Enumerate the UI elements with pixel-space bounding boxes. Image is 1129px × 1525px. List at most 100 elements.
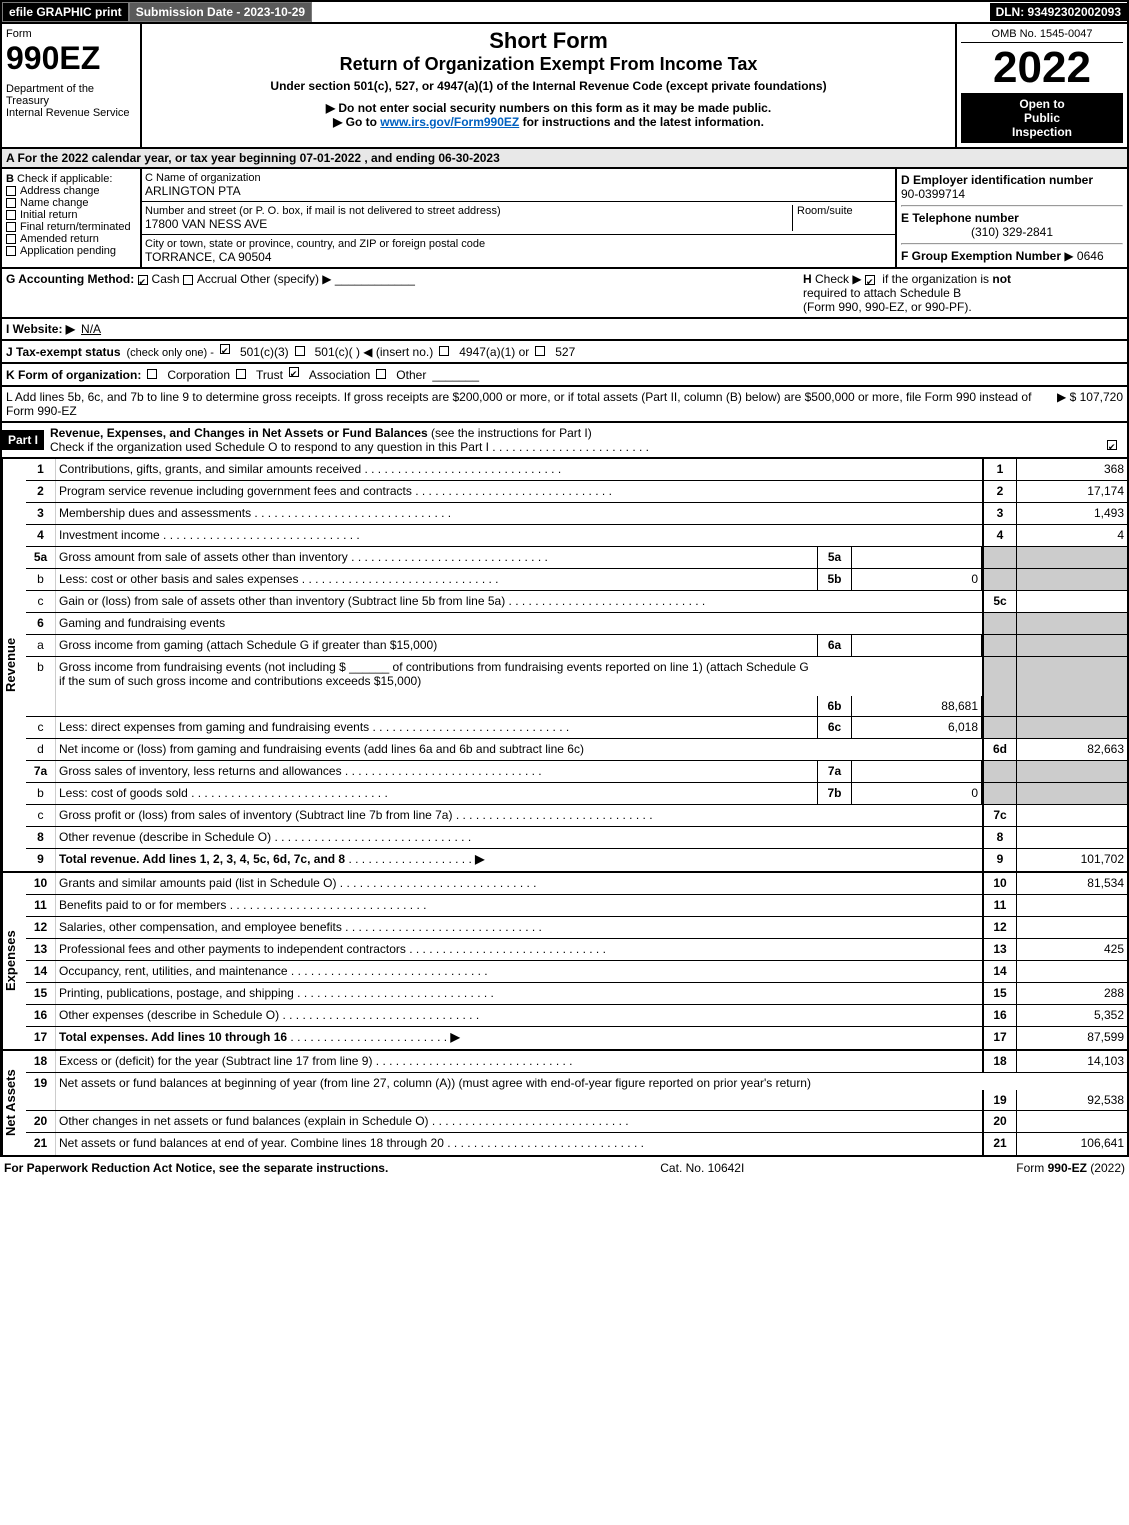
inspection-box: Open to Public Inspection: [961, 93, 1123, 143]
checkbox-cash[interactable]: [138, 275, 148, 285]
line-8-num: 8: [26, 827, 56, 848]
checkbox-4947[interactable]: [439, 346, 449, 356]
part1-title: Revenue, Expenses, and Changes in Net As…: [50, 426, 428, 440]
checkbox-initial-return[interactable]: [6, 210, 16, 220]
line-21-value: 106,641: [1017, 1133, 1127, 1155]
row-g-h: G Accounting Method: Cash Accrual Other …: [0, 269, 1129, 319]
line-6d: dNet income or (loss) from gaming and fu…: [26, 739, 1127, 761]
line-6c-midval: 6,018: [852, 717, 982, 738]
checkbox-address-change[interactable]: [6, 186, 16, 196]
line-9-d: Total revenue. Add lines 1, 2, 3, 4, 5c,…: [59, 852, 345, 866]
line-16-desc: Other expenses (describe in Schedule O): [56, 1005, 982, 1026]
note-2: ▶ Go to www.irs.gov/Form990EZ for instru…: [146, 115, 951, 129]
line-10: 10Grants and similar amounts paid (list …: [26, 873, 1127, 895]
line-9-outnum: 9: [982, 849, 1017, 871]
street-label: Number and street (or P. O. box, if mail…: [145, 205, 792, 217]
line-18-desc: Excess or (deficit) for the year (Subtra…: [56, 1051, 982, 1072]
checkbox-final-return[interactable]: [6, 222, 16, 232]
line-5a-desc: Gross amount from sale of assets other t…: [56, 547, 817, 568]
checkbox-corporation[interactable]: [147, 369, 157, 379]
other-org-label: Other: [396, 368, 426, 382]
j-small: (check only one) -: [127, 347, 214, 359]
submission-date-button[interactable]: Submission Date - 2023-10-29: [129, 2, 312, 22]
line-7c: cGross profit or (loss) from sales of in…: [26, 805, 1127, 827]
line-1-num: 1: [26, 459, 56, 480]
line-7a: 7aGross sales of inventory, less returns…: [26, 761, 1127, 783]
form-number: 990EZ: [6, 40, 136, 77]
line-5b-desc: Less: cost or other basis and sales expe…: [56, 569, 817, 590]
checkbox-h[interactable]: [865, 275, 875, 285]
line-12-desc: Salaries, other compensation, and employ…: [56, 917, 982, 938]
line-7c-value: [1017, 805, 1127, 826]
line-6a: aGross income from gaming (attach Schedu…: [26, 635, 1127, 657]
b-label: B: [6, 173, 14, 185]
line-2-num: 2: [26, 481, 56, 502]
checkbox-527[interactable]: [535, 346, 545, 356]
checkbox-trust[interactable]: [236, 369, 246, 379]
city-value: TORRANCE, CA 90504: [145, 250, 892, 264]
info-grid: B Check if applicable: Address change Na…: [0, 169, 1129, 269]
line-15: 15Printing, publications, postage, and s…: [26, 983, 1127, 1005]
line-16-outnum: 16: [982, 1005, 1017, 1026]
line-20-desc: Other changes in net assets or fund bala…: [56, 1111, 982, 1132]
line-17-value: 87,599: [1017, 1027, 1127, 1049]
omb-number: OMB No. 1545-0047: [961, 28, 1123, 43]
org-name: ARLINGTON PTA: [145, 184, 892, 198]
line-11-num: 11: [26, 895, 56, 916]
line-5a-num: 5a: [26, 547, 56, 568]
accrual-label: Accrual: [197, 272, 237, 286]
checkbox-501c[interactable]: [295, 346, 305, 356]
line-2-value: 17,174: [1017, 481, 1127, 502]
line-21-outnum: 21: [982, 1133, 1017, 1155]
h-check-label: Check ▶: [815, 272, 862, 286]
line-5c-outnum: 5c: [982, 591, 1017, 612]
line-17-d: Total expenses. Add lines 10 through 16: [59, 1030, 287, 1044]
checkbox-schedule-o[interactable]: [1107, 440, 1117, 450]
line-19-desc: Net assets or fund balances at beginning…: [56, 1073, 982, 1110]
expenses-section: Expenses 10Grants and similar amounts pa…: [0, 873, 1129, 1051]
line-6c: cLess: direct expenses from gaming and f…: [26, 717, 1127, 739]
efile-print-button[interactable]: efile GRAPHIC print: [2, 2, 129, 22]
tel-label: E Telephone number: [901, 211, 1019, 225]
checkbox-501c3[interactable]: [220, 344, 230, 354]
line-6d-outnum: 6d: [982, 739, 1017, 760]
line-5b-midval: 0: [852, 569, 982, 590]
line-6c-grey2: [1017, 717, 1127, 738]
group-exemption-label: F Group Exemption Number: [901, 249, 1061, 263]
line-15-outnum: 15: [982, 983, 1017, 1004]
checkbox-amended-return[interactable]: [6, 234, 16, 244]
line-9-desc: Total revenue. Add lines 1, 2, 3, 4, 5c,…: [56, 849, 982, 871]
expenses-vert-label: Expenses: [2, 873, 26, 1049]
checkbox-name-change[interactable]: [6, 198, 16, 208]
checkbox-other-org[interactable]: [376, 369, 386, 379]
line-18-value: 14,103: [1017, 1051, 1127, 1072]
irs-link[interactable]: www.irs.gov/Form990EZ: [380, 115, 519, 129]
address-change-label: Address change: [20, 185, 100, 197]
row-j: J Tax-exempt status (check only one) - 5…: [0, 341, 1129, 364]
line-7c-outnum: 7c: [982, 805, 1017, 826]
line-14-outnum: 14: [982, 961, 1017, 982]
column-d: D Employer identification number 90-0399…: [897, 169, 1127, 267]
line-4-num: 4: [26, 525, 56, 546]
note2-prefix: ▶ Go to: [333, 115, 380, 129]
checkbox-application-pending[interactable]: [6, 246, 16, 256]
checkbox-association[interactable]: [289, 367, 299, 377]
h-not: not: [992, 272, 1011, 286]
line-6b-grey: [982, 657, 1017, 716]
inspection-line3: Inspection: [965, 125, 1119, 139]
line-6b-num: b: [26, 657, 56, 716]
line-5a-grey: [982, 547, 1017, 568]
line-6b-desc: Gross income from fundraising events (no…: [56, 657, 817, 716]
h-text4: (Form 990, 990-EZ, or 990-PF).: [803, 300, 972, 314]
line-20-value: [1017, 1111, 1127, 1132]
line-7c-desc: Gross profit or (loss) from sales of inv…: [56, 805, 982, 826]
line-19: 19Net assets or fund balances at beginni…: [26, 1073, 1127, 1111]
tax-year: 2022: [961, 43, 1123, 93]
l-amount: ▶ $ 107,720: [1057, 390, 1123, 404]
line-6c-grey: [982, 717, 1017, 738]
checkbox-accrual[interactable]: [183, 275, 193, 285]
line-4-outnum: 4: [982, 525, 1017, 546]
dln-label: DLN: 93492302002093: [990, 3, 1127, 21]
h-text3: required to attach Schedule B: [803, 286, 961, 300]
l-text: L Add lines 5b, 6c, and 7b to line 9 to …: [6, 390, 1051, 418]
